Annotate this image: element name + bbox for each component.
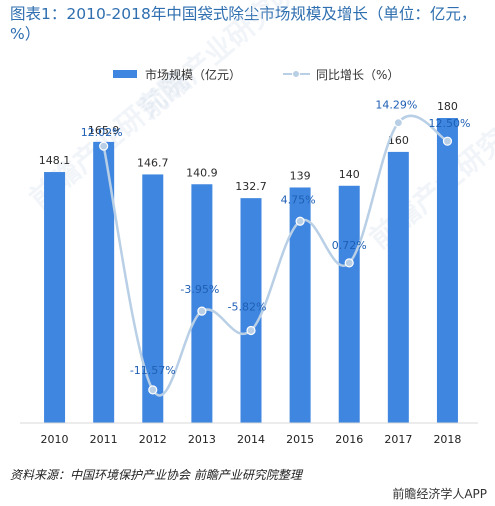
growth-value-label: 4.75% — [281, 193, 316, 206]
bar-labels: 148.1 165.9 146.7 140.9 132.7 139 140 160 180 — [39, 100, 458, 193]
x-tick-label: 2015 — [286, 433, 314, 446]
growth-value-label: -11.57% — [130, 364, 176, 377]
growth-point-2015 — [295, 216, 305, 226]
growth-point-2016 — [344, 258, 354, 268]
bar-series — [44, 118, 458, 423]
x-tick-label: 2010 — [41, 433, 69, 446]
growth-value-label: 12.02% — [81, 126, 123, 139]
growth-point-2011 — [99, 141, 109, 151]
bar-2016 — [338, 185, 360, 423]
bar-2014 — [240, 198, 262, 423]
legend-line-marker — [292, 70, 300, 78]
chart-title: 图表1：2010-2018年中国袋式除尘市场规模及增长（单位：亿元，%） — [10, 5, 477, 43]
growth-value-label: 12.50% — [428, 117, 470, 130]
legend-line-label: 同比增长（%） — [316, 68, 399, 82]
x-tick-label: 2011 — [90, 433, 118, 446]
growth-line-series — [99, 114, 453, 397]
watermark-text: 前瞻产业研究院 — [133, 0, 304, 125]
growth-point-2014 — [246, 325, 256, 336]
growth-point-2017 — [393, 118, 403, 128]
bar-value-label: 139 — [290, 169, 311, 182]
legend-bar-label: 市场规模（亿元） — [145, 67, 241, 82]
bar-value-label: 160 — [388, 134, 409, 147]
x-tick-label: 2014 — [237, 433, 265, 446]
bar-2012 — [142, 174, 164, 423]
source-note: 资料来源：中国环境保护产业协会 前瞻产业研究院整理 — [10, 468, 302, 482]
growth-value-label: -5.82% — [228, 300, 267, 313]
bar-2013 — [191, 184, 213, 423]
growth-point-2013 — [197, 306, 207, 316]
bar-2015 — [289, 187, 311, 423]
legend: 市场规模（亿元） 同比增长（%） — [113, 67, 399, 82]
growth-point-2018 — [442, 136, 453, 146]
bar-2018 — [436, 118, 458, 423]
growth-value-label: 14.29% — [375, 99, 417, 112]
x-tick-label: 2012 — [139, 433, 167, 446]
bar-2010 — [44, 172, 66, 423]
bar-value-label: 140.9 — [186, 166, 218, 179]
bar-value-label: 132.7 — [235, 180, 267, 193]
legend-bar-swatch — [113, 70, 137, 78]
bar-value-label: 146.7 — [137, 156, 169, 169]
bar-value-label: 140 — [339, 168, 360, 181]
brand-label: 前瞻经济学人APP — [392, 487, 487, 501]
x-axis: 2010 2011 2012 2013 2014 2015 2016 2017 2018 — [20, 422, 478, 446]
bar-2017 — [387, 151, 409, 423]
bar-value-label: 180 — [437, 100, 458, 113]
bar-2011 — [93, 141, 115, 423]
growth-value-label: 0.72% — [332, 239, 367, 252]
x-tick-label: 2016 — [335, 433, 363, 446]
growth-point-2012 — [148, 385, 158, 395]
growth-value-label: -3.95% — [180, 283, 219, 296]
x-tick-label: 2018 — [433, 433, 461, 446]
x-tick-label: 2013 — [188, 433, 216, 446]
bar-value-label: 148.1 — [39, 154, 71, 167]
bar-value-label: 165.9 — [88, 124, 120, 137]
growth-labels: 12.02% -11.57% -3.95% -5.82% 4.75% 0.72% 14.29… — [81, 99, 471, 377]
x-tick-label: 2017 — [384, 433, 412, 446]
